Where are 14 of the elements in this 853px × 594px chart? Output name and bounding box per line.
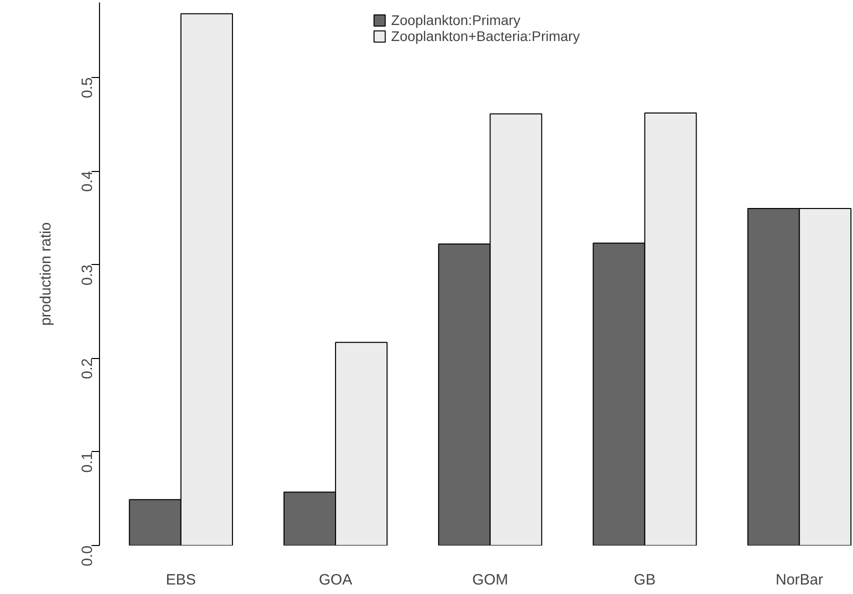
y-tick-label: 0.0 [79, 545, 96, 566]
x-tick-label: NorBar [776, 572, 824, 588]
x-tick-label: EBS [166, 572, 196, 588]
y-tick-label: 0.5 [79, 77, 96, 98]
x-tick-label: GOM [472, 572, 508, 588]
y-tick-label: 0.4 [79, 171, 96, 192]
y-tick-label: 0.2 [79, 358, 96, 380]
legend-label: Zooplankton:Primary [391, 12, 520, 28]
x-tick-label: GB [634, 572, 656, 588]
y-axis-title: production ratio [38, 222, 54, 326]
y-tick-label: 0.1 [79, 452, 96, 473]
y-tick-label: 0.3 [79, 264, 96, 286]
x-tick-label: GOA [318, 572, 352, 588]
legend-label: Zooplankton+Bacteria:Primary [391, 28, 580, 44]
